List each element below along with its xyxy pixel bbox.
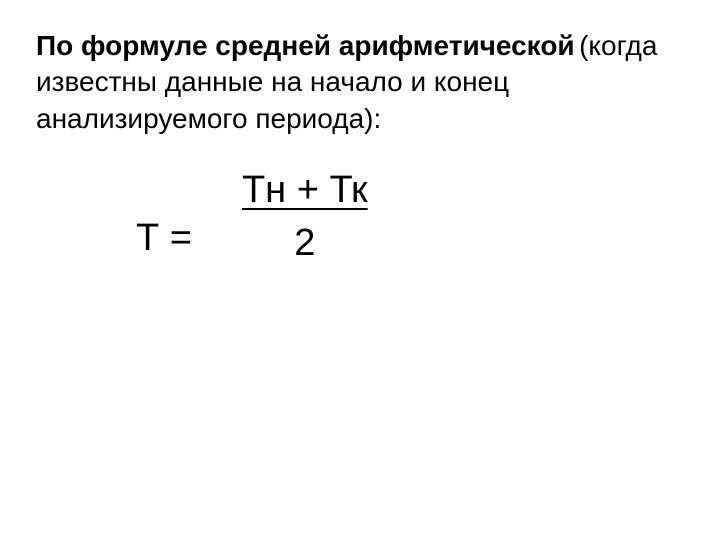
formula-rhs: Тн + Тк 2 xyxy=(242,169,368,265)
formula-container: Т = Тн + Тк 2 xyxy=(36,169,684,265)
heading-bold: По формуле средней арифметической xyxy=(36,30,575,61)
formula-lhs: Т = xyxy=(136,217,192,260)
formula-denominator: 2 xyxy=(294,222,315,265)
heading-block: По формуле средней арифметической (когда… xyxy=(36,28,684,137)
formula-numerator: Тн + Тк xyxy=(242,169,368,214)
